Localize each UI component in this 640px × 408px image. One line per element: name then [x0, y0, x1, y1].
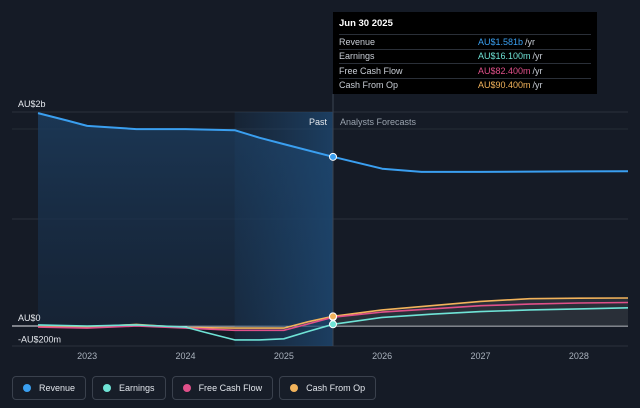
legend-item-earnings[interactable]: Earnings — [92, 376, 166, 400]
tooltip-date: Jun 30 2025 — [339, 18, 393, 29]
x-tick-label: 2023 — [77, 351, 97, 361]
tooltip: Jun 30 2025 Revenue AU$1.581b /yr Earnin… — [333, 12, 597, 94]
past-label: Past — [309, 117, 328, 127]
series-line-free-cash-flow — [37, 301, 629, 332]
legend-dot-icon — [290, 384, 299, 392]
legend: Revenue Earnings Free Cash Flow Cash Fro… — [12, 376, 377, 400]
tooltip-unit: /yr — [532, 65, 543, 76]
tooltip-label: Free Cash Flow — [339, 65, 403, 76]
forecast-label: Analysts Forecasts — [340, 117, 417, 127]
area-fills — [38, 94, 628, 346]
legend-label: Free Cash Flow — [198, 383, 263, 393]
x-tick-label: 2025 — [274, 351, 294, 361]
hover-markers — [329, 152, 337, 329]
legend-label: Revenue — [39, 383, 76, 393]
marker-earnings — [329, 320, 337, 329]
tooltip-value: AU$90.400m — [478, 80, 531, 91]
tooltip-label: Earnings — [339, 51, 375, 62]
tooltip-unit: /yr — [532, 80, 543, 91]
hover-band — [234, 112, 333, 346]
tooltip-value: AU$16.100m — [478, 51, 531, 62]
marker-cash-from-op — [329, 312, 337, 321]
legend-item-revenue[interactable]: Revenue — [12, 376, 87, 400]
tooltip-unit: /yr — [525, 36, 536, 47]
series-lines — [37, 112, 629, 341]
legend-dot-icon — [182, 384, 191, 392]
tooltip-unit: /yr — [532, 51, 543, 62]
legend-dot-icon — [23, 384, 31, 392]
tooltip-value: AU$82.400m — [478, 65, 531, 76]
legend-item-free-cash-flow[interactable]: Free Cash Flow — [171, 376, 274, 400]
tooltip-value: AU$1.581b — [478, 36, 524, 47]
x-tick-label: 2028 — [569, 351, 589, 361]
tooltip-label: Cash From Op — [339, 80, 399, 91]
series-line-earnings — [37, 307, 629, 341]
y-tick-label: AU$0 — [18, 313, 41, 323]
tooltip-row-cash-from-op: Cash From Op AU$90.400m /yr — [339, 77, 591, 93]
tooltip-row-earnings: Earnings AU$16.100m /yr — [339, 48, 591, 64]
y-tick-label: -AU$200m — [18, 334, 61, 344]
x-tick-label: 2026 — [372, 351, 392, 361]
x-tick-label: 2027 — [470, 351, 490, 361]
legend-label: Earnings — [119, 383, 155, 393]
axis-labels: AU$2b AU$0 -AU$200m 2023 2024 2025 2026 2027 202… — [18, 99, 589, 361]
y-tick-label: AU$2b — [18, 99, 46, 109]
x-tick-label: 2024 — [175, 351, 195, 361]
marker-revenue — [329, 152, 337, 161]
legend-label: Cash From Op — [306, 383, 366, 393]
tooltip-row-free-cash-flow: Free Cash Flow AU$82.400m /yr — [339, 63, 591, 78]
legend-dot-icon — [103, 384, 112, 392]
tooltip-row-revenue: Revenue AU$1.581b /yr — [339, 34, 591, 49]
series-line-revenue — [37, 112, 629, 173]
legend-item-cash-from-op[interactable]: Cash From Op — [279, 376, 377, 400]
tooltip-label: Revenue — [339, 36, 376, 47]
